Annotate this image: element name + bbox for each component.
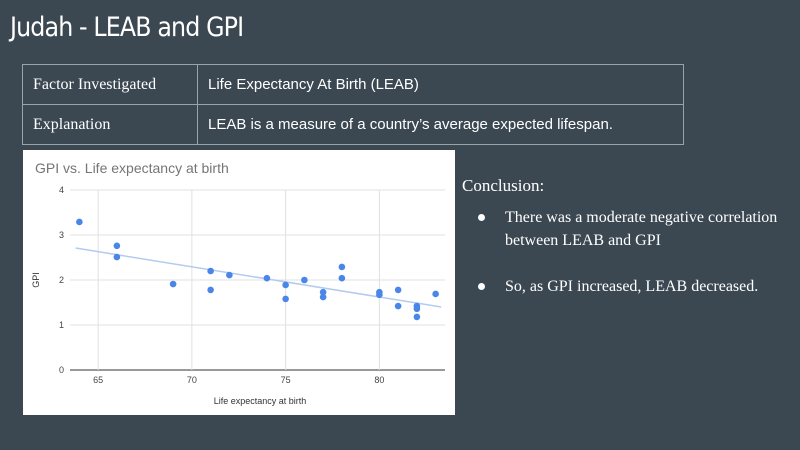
chart-container: GPI vs. Life expectancy at birth Life ex… (23, 150, 455, 415)
data-point (413, 305, 421, 313)
x-tick-label: 70 (187, 375, 197, 385)
y-tick-label: 4 (59, 185, 64, 195)
slide-title: Judah - LEAB and GPI (10, 12, 244, 43)
data-point (338, 263, 346, 271)
y-tick-label: 1 (59, 320, 64, 330)
chart: GPI vs. Life expectancy at birth Life ex… (31, 160, 445, 406)
bullet: So, as GPI increased, LEAB decreased. (478, 275, 778, 298)
data-point (282, 281, 289, 289)
data-point (113, 253, 121, 261)
conclusion-list: There was a moderate negative correlatio… (478, 206, 778, 321)
y-axis-label: GPI (31, 272, 41, 288)
data-point (394, 286, 402, 294)
data-point (413, 313, 421, 321)
info-table: Factor Investigated Life Expectancy At B… (22, 64, 684, 145)
data-point (319, 293, 327, 301)
chart-title: GPI vs. Life expectancy at birth (35, 160, 229, 176)
data-point (282, 295, 289, 303)
x-tick-label: 65 (93, 375, 103, 385)
y-tick-label: 0 (59, 365, 64, 375)
conclusion-heading: Conclusion: (462, 176, 545, 195)
x-tick-label: 80 (374, 375, 384, 385)
data-point (207, 267, 214, 275)
data-point (226, 271, 233, 279)
table-row: Factor Investigated Life Expectancy At B… (22, 64, 684, 105)
data-point (169, 280, 177, 288)
y-tick-label: 3 (59, 230, 64, 240)
y-tick-label: 2 (59, 275, 64, 285)
x-axis-label: Life expectancy at birth (214, 396, 307, 406)
trendline (75, 247, 442, 308)
table-cell: Explanation (22, 104, 198, 145)
table-cell: LEAB is a measure of a country’s average… (197, 104, 684, 145)
data-point (113, 242, 121, 250)
data-point (394, 302, 402, 310)
data-point (207, 286, 214, 294)
data-point (301, 276, 308, 284)
table-cell: Life Expectancy At Birth (LEAB) (197, 64, 684, 105)
table-cell: Factor Investigated (22, 64, 198, 105)
data-point (263, 274, 271, 282)
table-row: Explanation LEAB is a measure of a count… (22, 104, 684, 145)
data-point (338, 274, 346, 282)
x-tick-label: 75 (281, 375, 291, 385)
data-point (319, 288, 327, 296)
data-point (76, 218, 83, 226)
bullet: There was a moderate negative correlatio… (478, 206, 778, 252)
data-point (376, 291, 383, 299)
data-point (432, 290, 439, 298)
